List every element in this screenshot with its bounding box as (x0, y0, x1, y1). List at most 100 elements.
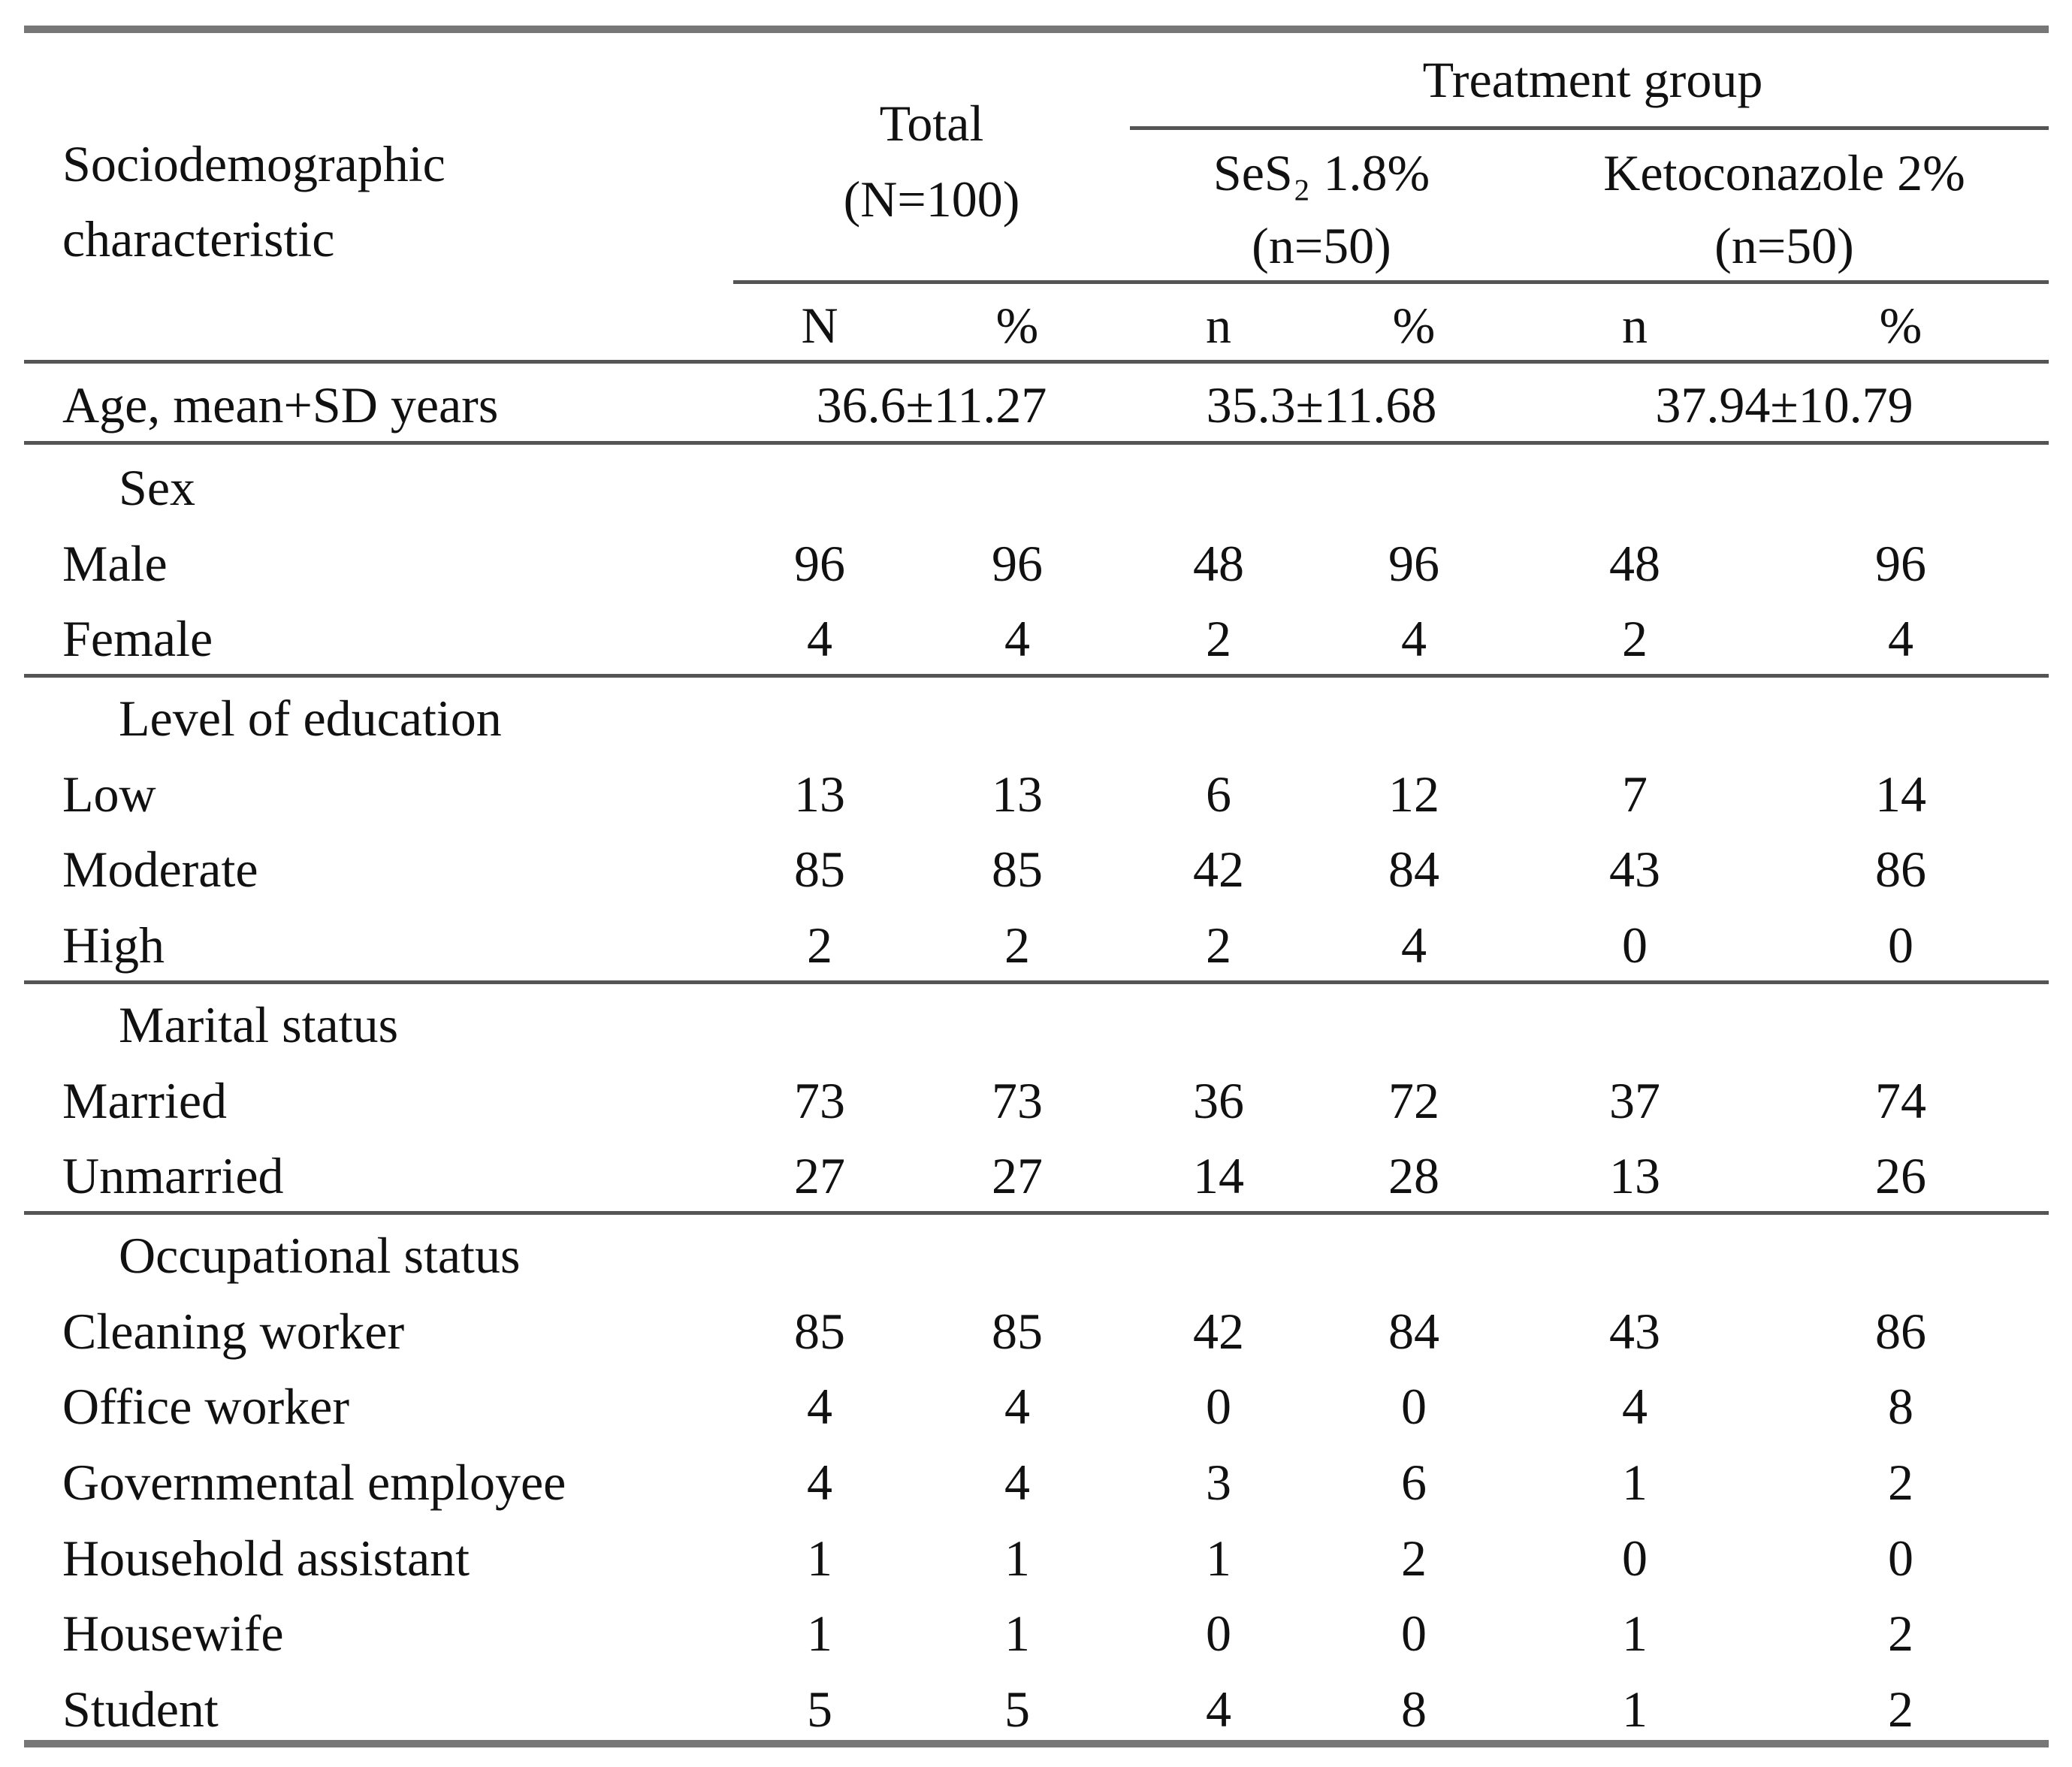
cell: 1 (807, 1605, 832, 1663)
cell: 2 (1888, 1605, 1913, 1663)
row-label: Male (62, 534, 168, 592)
cell: 1 (1622, 1454, 1648, 1511)
cell: 0 (1206, 1378, 1231, 1436)
cell: 0 (1206, 1605, 1231, 1663)
cell: 4 (1888, 610, 1913, 668)
cell: 4 (807, 1454, 832, 1511)
row-label: Governmental employee (62, 1454, 566, 1511)
cell: 27 (992, 1147, 1043, 1205)
cell: 0 (1622, 1529, 1648, 1587)
cell: 42 (1193, 1302, 1244, 1360)
row-label: Female (62, 610, 213, 668)
cell: 2 (1206, 610, 1231, 668)
cell: 42 (1193, 841, 1244, 899)
cell: 96 (1875, 534, 1926, 592)
cell: 6 (1401, 1454, 1427, 1511)
rule (24, 359, 2049, 364)
cell: 73 (794, 1071, 845, 1129)
cell: 36.6±11.27 (816, 376, 1047, 433)
cell: 2 (1888, 1680, 1913, 1738)
cell: 14 (1193, 1147, 1244, 1205)
cell: 37.94±10.79 (1655, 376, 1913, 433)
sub-header: n (1622, 297, 1648, 354)
cell: 84 (1388, 841, 1439, 899)
cell: 74 (1875, 1071, 1926, 1129)
cell: 2 (1004, 917, 1030, 974)
rule (24, 1210, 2049, 1215)
section-title: Marital status (119, 996, 399, 1053)
cell: 1 (1206, 1529, 1231, 1587)
cell: 5 (807, 1680, 832, 1738)
cell: 85 (992, 841, 1043, 899)
row-label: Married (62, 1071, 228, 1129)
cell: 13 (992, 765, 1043, 823)
cell: 48 (1609, 534, 1660, 592)
cell: 4 (1401, 917, 1427, 974)
cell: 2 (1888, 1454, 1913, 1511)
cell: 4 (1622, 1378, 1648, 1436)
rule (24, 1739, 2049, 1747)
cell: 4 (1004, 1378, 1030, 1436)
cell: 4 (1206, 1680, 1231, 1738)
rule (24, 673, 2049, 678)
sub-header: % (1879, 297, 1922, 354)
cell: 2 (807, 917, 832, 974)
section-title: Level of education (119, 690, 502, 748)
cell: 86 (1875, 1302, 1926, 1360)
cell: 8 (1888, 1378, 1913, 1436)
sub-header: n (1206, 297, 1231, 354)
rule (24, 980, 2049, 984)
cell: 4 (807, 1378, 832, 1436)
rule (733, 279, 2049, 284)
cell: 28 (1388, 1147, 1439, 1205)
column-header: (N=100) (843, 171, 1020, 228)
cell: 0 (1888, 1529, 1913, 1587)
row-label: Moderate (62, 841, 258, 899)
cell: 4 (1004, 1454, 1030, 1511)
cell: 43 (1609, 1302, 1660, 1360)
sub-header: % (995, 297, 1039, 354)
cell: 96 (794, 534, 845, 592)
cell: 26 (1875, 1147, 1926, 1205)
cell: 96 (1388, 534, 1439, 592)
cell: 2 (1401, 1529, 1427, 1587)
cell: 72 (1388, 1071, 1439, 1129)
row-label: Student (62, 1680, 219, 1738)
cell: 0 (1401, 1378, 1427, 1436)
row-label: Household assistant (62, 1529, 470, 1587)
rule (24, 440, 2049, 445)
cell: 85 (794, 1302, 845, 1360)
rule (1130, 125, 2049, 130)
column-header: (n=50) (1714, 217, 1854, 274)
column-header: Total (879, 95, 984, 152)
cell: 13 (1609, 1147, 1660, 1205)
cell: 2 (1206, 917, 1231, 974)
row-label: Housewife (62, 1605, 284, 1663)
cell: 7 (1622, 765, 1648, 823)
cell: 36 (1193, 1071, 1244, 1129)
cell: 6 (1206, 765, 1231, 823)
column-header: SeS₂ 1.8% (1213, 144, 1430, 201)
cell: 73 (992, 1071, 1043, 1129)
column-header: Ketoconazole 2% (1603, 144, 1965, 201)
row-label: High (62, 917, 165, 974)
row-label: Office worker (62, 1378, 350, 1436)
row-label: Cleaning worker (62, 1302, 405, 1360)
cell: 8 (1401, 1680, 1427, 1738)
cell: 4 (807, 610, 832, 668)
cell: 35.3±11.68 (1206, 376, 1437, 433)
rule (24, 26, 2049, 33)
cell: 4 (1004, 610, 1030, 668)
cell: 2 (1622, 610, 1648, 668)
column-header: Sociodemographic characteristic (62, 135, 446, 267)
section-title: Occupational status (119, 1227, 521, 1285)
row-label: Unmarried (62, 1147, 284, 1205)
cell: 5 (1004, 1680, 1030, 1738)
sub-header: N (801, 297, 838, 354)
cell: 1 (1004, 1529, 1030, 1587)
cell: 1 (1622, 1680, 1648, 1738)
cell: 14 (1875, 765, 1926, 823)
cell: 27 (794, 1147, 845, 1205)
cell: 37 (1609, 1071, 1660, 1129)
